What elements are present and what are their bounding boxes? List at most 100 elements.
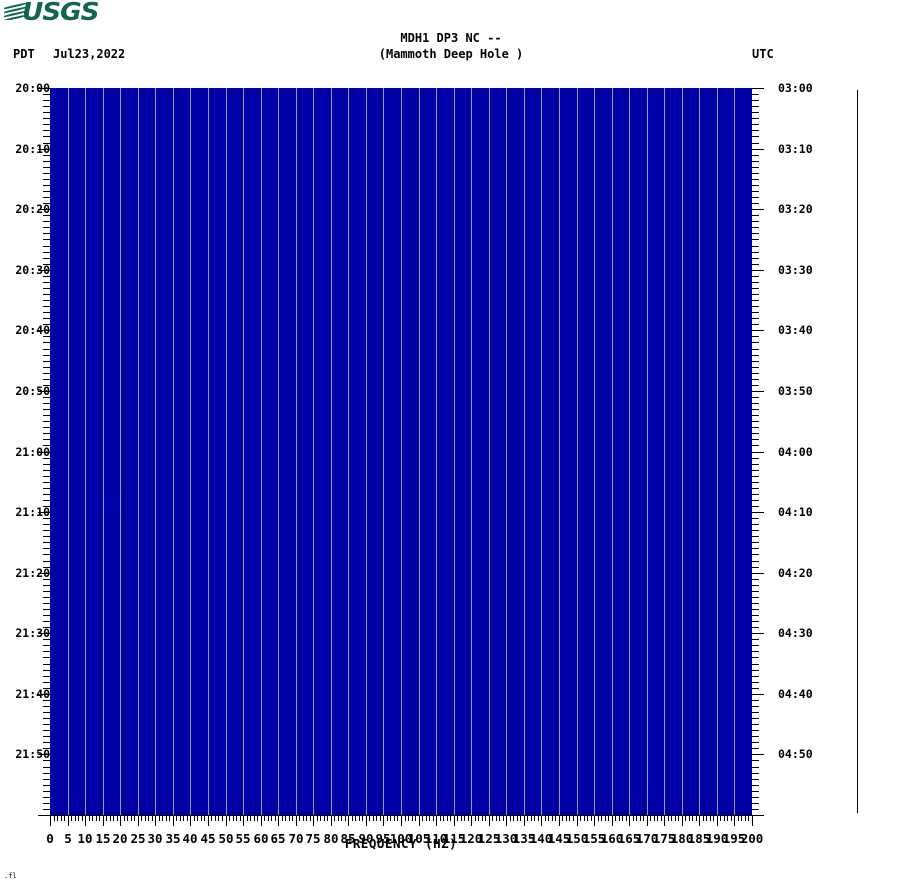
spectrogram-plot[interactable] (50, 88, 752, 815)
time-major-tick (752, 209, 764, 210)
time-minor-tick (43, 585, 50, 586)
time-minor-tick (43, 318, 50, 319)
frequency-major-tick (506, 815, 507, 826)
time-minor-tick (43, 282, 50, 283)
frequency-minor-tick (268, 815, 269, 821)
time-minor-tick (752, 379, 759, 380)
frequency-major-tick (734, 815, 735, 826)
time-minor-tick (43, 324, 50, 325)
time-minor-tick (752, 155, 759, 156)
frequency-tick-label: 50 (218, 831, 234, 846)
plot-gridline (261, 88, 262, 815)
time-minor-tick (752, 239, 759, 240)
time-tick-label: 04:10 (778, 505, 813, 519)
frequency-minor-tick (271, 815, 272, 821)
date-label: Jul23,2022 (53, 47, 126, 61)
time-minor-tick (43, 791, 50, 792)
frequency-minor-tick (362, 815, 363, 821)
time-minor-tick (752, 288, 759, 289)
time-tick-label: 03:40 (778, 323, 813, 337)
frequency-minor-tick (643, 815, 644, 821)
plot-gridline (226, 88, 227, 815)
frequency-minor-tick (587, 815, 588, 821)
frequency-tick-label: 200 (740, 831, 764, 846)
frequency-minor-tick (99, 815, 100, 821)
time-minor-tick (752, 706, 759, 707)
frequency-tick-label: 190 (705, 831, 729, 846)
time-minor-tick (752, 476, 759, 477)
time-minor-tick (752, 112, 759, 113)
time-minor-tick (752, 773, 759, 774)
plot-gridline (85, 88, 86, 815)
frequency-minor-tick (608, 815, 609, 821)
time-minor-tick (752, 130, 759, 131)
frequency-minor-tick (222, 815, 223, 821)
time-minor-tick (752, 700, 759, 701)
time-minor-tick (752, 760, 759, 761)
time-major-tick (38, 452, 50, 453)
time-minor-tick (43, 415, 50, 416)
time-minor-tick (752, 470, 759, 471)
time-minor-tick (752, 246, 759, 247)
time-minor-tick (43, 258, 50, 259)
frequency-minor-tick (657, 815, 658, 821)
frequency-minor-tick (706, 815, 707, 821)
frequency-major-tick (278, 815, 279, 826)
frequency-tick-label: 45 (200, 831, 216, 846)
time-minor-tick (752, 118, 759, 119)
frequency-minor-tick (394, 815, 395, 821)
time-minor-tick (752, 397, 759, 398)
time-minor-tick (43, 742, 50, 743)
time-minor-tick (43, 355, 50, 356)
frequency-tick-label: 10 (77, 831, 93, 846)
frequency-minor-tick (61, 815, 62, 821)
frequency-minor-tick (54, 815, 55, 821)
frequency-minor-tick (527, 815, 528, 821)
time-minor-tick (43, 385, 50, 386)
frequency-minor-tick (197, 815, 198, 821)
time-minor-tick (752, 403, 759, 404)
time-minor-tick (43, 264, 50, 265)
frequency-minor-tick (710, 815, 711, 821)
frequency-minor-tick (422, 815, 423, 821)
time-minor-tick (43, 736, 50, 737)
frequency-tick-label: 95 (375, 831, 391, 846)
time-minor-tick (752, 264, 759, 265)
frequency-major-tick (348, 815, 349, 826)
frequency-minor-tick (327, 815, 328, 821)
time-minor-tick (752, 312, 759, 313)
time-minor-tick (43, 445, 50, 446)
time-minor-tick (752, 197, 759, 198)
time-axis-right-utc: 03:00 03:10 03:20 03:30 03:40 03:50 04:00 04:10… (752, 81, 902, 818)
frequency-minor-tick (412, 815, 413, 821)
time-tick-label: 20:00 (15, 81, 50, 95)
time-minor-tick (43, 203, 50, 204)
plot-gridline (383, 88, 384, 815)
frequency-tick-label: 135 (512, 831, 536, 846)
frequency-minor-tick (738, 815, 739, 821)
time-minor-tick (752, 227, 759, 228)
time-minor-tick (752, 318, 759, 319)
time-tick-label: 21:30 (15, 626, 50, 640)
time-minor-tick (43, 349, 50, 350)
frequency-major-tick (471, 815, 472, 826)
time-major-tick (38, 149, 50, 150)
frequency-minor-tick (376, 815, 377, 821)
time-minor-tick (752, 421, 759, 422)
chart-title-line1: MDH1 DP3 NC -- (400, 31, 502, 45)
frequency-tick-label: 85 (340, 831, 356, 846)
time-minor-tick (752, 542, 759, 543)
time-minor-tick (43, 336, 50, 337)
frequency-minor-tick (352, 815, 353, 821)
frequency-major-tick (243, 815, 244, 826)
frequency-minor-tick (531, 815, 532, 821)
frequency-tick-label: 100 (389, 831, 413, 846)
time-minor-tick (752, 458, 759, 459)
frequency-minor-tick (247, 815, 248, 821)
time-minor-tick (43, 718, 50, 719)
frequency-minor-tick (334, 815, 335, 821)
time-minor-tick (43, 724, 50, 725)
frequency-tick-label: 125 (477, 831, 501, 846)
time-major-tick (752, 754, 764, 755)
time-minor-tick (43, 803, 50, 804)
